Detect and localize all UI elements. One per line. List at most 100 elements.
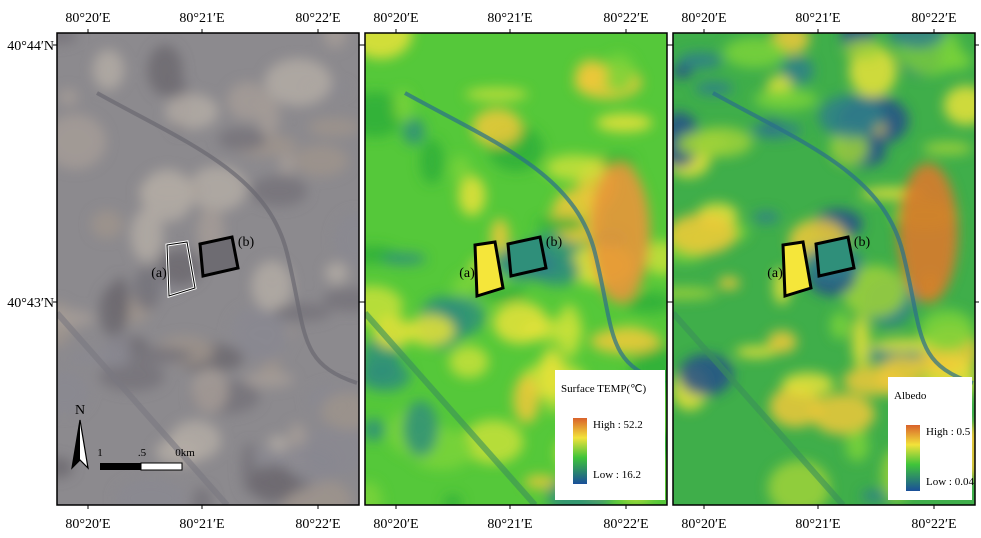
legend-low: Low : 0.04: [926, 476, 974, 488]
lon-label: 80°20′E: [681, 11, 726, 26]
patch: [782, 372, 834, 396]
patch: [671, 65, 693, 78]
patch: [253, 446, 279, 467]
legend-high: High : 52.2: [593, 419, 643, 431]
lon-label: 80°21′E: [795, 517, 840, 532]
figure: 80°20′E 80°20′E 80°21′E 80°21′E 80°22′E 80°22…: [0, 0, 981, 538]
lon-label: 80°20′E: [681, 517, 726, 532]
lon-label: 80°22′E: [603, 517, 648, 532]
patch: [165, 94, 218, 129]
patch: [861, 490, 888, 502]
patch: [852, 316, 870, 369]
patch: [724, 37, 786, 68]
lat-label: 40°44′N: [7, 39, 54, 54]
patch: [58, 89, 78, 106]
patch: [218, 128, 267, 151]
scale-label: .5: [138, 447, 147, 459]
patch: [535, 217, 586, 231]
patch: [257, 96, 280, 136]
patch: [830, 312, 850, 340]
lon-label: 80°21′E: [487, 517, 532, 532]
lon-label: 80°20′E: [373, 517, 418, 532]
lon-label: 80°22′E: [603, 11, 648, 26]
lon-label: 80°20′E: [65, 11, 110, 26]
patch: [493, 302, 548, 344]
site-b: [508, 237, 546, 276]
patch: [754, 89, 818, 111]
patch: [590, 328, 661, 354]
patch: [325, 262, 348, 283]
patch: [308, 118, 360, 136]
patch: [265, 59, 332, 106]
patch: [362, 419, 384, 442]
patch: [557, 305, 582, 358]
patch: [250, 465, 297, 503]
legend-low: Low : 16.2: [593, 469, 641, 481]
warm-area: [590, 163, 650, 303]
patch: [192, 368, 228, 413]
lon-label: 80°21′E: [179, 517, 224, 532]
patch: [811, 393, 875, 434]
patch: [818, 95, 883, 139]
patch: [718, 277, 740, 290]
lat-label: 40°43′N: [7, 296, 54, 311]
patch: [93, 50, 124, 90]
patch: [449, 346, 489, 378]
patch: [407, 315, 455, 346]
patch: [99, 362, 164, 392]
scale-bar: [100, 463, 141, 470]
warm-area: [898, 163, 958, 303]
patch: [127, 347, 192, 364]
site-b: [200, 237, 238, 276]
lon-label: 80°22′E: [911, 11, 956, 26]
patch: [103, 336, 133, 368]
scale-label: 1: [97, 447, 103, 459]
patch: [99, 285, 128, 337]
patch: [91, 210, 123, 238]
scale-bar: [141, 463, 182, 470]
patch: [923, 142, 973, 155]
patch: [596, 113, 652, 132]
patch: [472, 109, 522, 146]
patch: [382, 253, 426, 266]
site-label: (b): [854, 235, 871, 250]
lon-label: 80°21′E: [179, 11, 224, 26]
patch: [251, 261, 292, 311]
patch: [513, 376, 539, 424]
scale-label: 0km: [175, 447, 195, 459]
patch: [919, 309, 975, 351]
patch: [846, 430, 869, 462]
lon-label: 80°22′E: [911, 517, 956, 532]
patch: [465, 88, 528, 101]
legend-title: Albedo: [894, 390, 927, 402]
patch: [753, 211, 780, 223]
patch: [575, 60, 607, 90]
patch: [402, 118, 425, 145]
site-b: [816, 237, 854, 276]
lon-label: 80°21′E: [487, 11, 532, 26]
site-label: (b): [546, 235, 563, 250]
patch: [251, 176, 308, 207]
patch: [244, 371, 293, 387]
legend-ramp: [573, 418, 587, 484]
patch: [115, 478, 187, 518]
patch: [141, 169, 194, 222]
patch: [192, 487, 212, 517]
legend-title: Surface TEMP(℃): [561, 383, 646, 395]
patch: [767, 330, 797, 353]
patch: [844, 39, 884, 60]
patch: [546, 155, 602, 181]
patch: [444, 494, 462, 511]
patch: [45, 114, 106, 169]
legend-ramp: [906, 425, 920, 491]
patch: [359, 360, 411, 391]
lon-label: 80°21′E: [795, 11, 840, 26]
north-label: N: [75, 403, 85, 418]
site-label: (b): [238, 235, 255, 250]
patch: [451, 156, 471, 184]
lon-label: 80°20′E: [373, 11, 418, 26]
site-label: (a): [151, 266, 167, 281]
site-label: (a): [459, 266, 475, 281]
patch: [420, 139, 444, 184]
lon-label: 80°22′E: [295, 517, 340, 532]
